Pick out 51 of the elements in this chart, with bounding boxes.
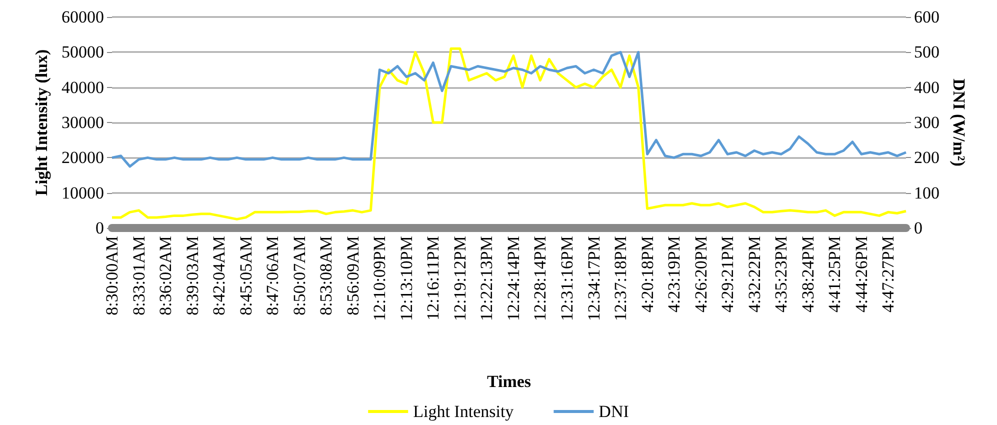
y-tick-label: 10000	[62, 183, 104, 202]
y2-tick-label: 300	[914, 113, 940, 132]
y2-tick-label: 600	[914, 8, 940, 26]
x-tick-label: 12:31:16PM	[557, 236, 576, 322]
x-tick-label: 12:13:10PM	[396, 236, 416, 322]
x-axis-title: Times	[486, 372, 532, 391]
x-tick-label: 8:33:01AM	[129, 236, 148, 316]
y2-tick-label: 200	[914, 148, 940, 168]
x-tick-label: 8:45:05AM	[236, 236, 256, 316]
x-tick-label: 8:30:00AM	[102, 236, 122, 316]
x-tick-label: 4:23:19PM	[664, 236, 684, 313]
x-tick-label: 8:47:06AM	[263, 236, 282, 316]
x-tick-label: 8:42:04AM	[210, 236, 229, 316]
x-tick-label: 12:19:12PM	[450, 236, 470, 322]
x-tick-label: 12:34:17PM	[584, 236, 604, 322]
line-series	[110, 50, 908, 168]
x-tick-label: 4:29:21PM	[718, 236, 738, 313]
x-tick-label: 4:32:22PM	[744, 236, 764, 313]
x-tick-label: 8:36:02AM	[156, 236, 176, 316]
x-tick-label: 12:16:11PM	[424, 236, 443, 320]
x-tick-label: 12:10:09PM	[370, 236, 390, 322]
y2-tick-label: 0	[914, 218, 922, 238]
y2-tick-label: 100	[914, 183, 940, 202]
x-tick-label: 4:44:26PM	[852, 236, 871, 313]
y-tick-label: 50000	[62, 42, 104, 62]
x-tick-label: 8:50:07AM	[290, 236, 309, 316]
x-tick-label: 4:38:24PM	[798, 236, 818, 313]
line-series	[110, 47, 908, 220]
x-tick-label: 12:24:14PM	[504, 236, 523, 322]
x-tick-label: 12:37:18PM	[611, 236, 630, 322]
x-tick-label: 4:20:18PM	[638, 236, 657, 313]
y-tick-label: 30000	[62, 113, 104, 132]
y-tick-label: 60000	[62, 8, 104, 26]
legend-label: DNI	[598, 402, 630, 421]
x-tick-label: 12:28:14PM	[530, 236, 550, 322]
x-tick-label: 8:39:03AM	[182, 236, 202, 316]
y2-axis-title: DNI (W/m²)	[949, 78, 968, 166]
x-tick-label: 4:41:25PM	[825, 236, 844, 313]
x-tick-label: 4:47:27PM	[878, 236, 898, 313]
legend-label: Light Intensity	[413, 402, 514, 421]
y-tick-label: 20000	[62, 148, 104, 168]
y-tick-label: 0	[96, 218, 104, 238]
y2-tick-label: 400	[914, 78, 940, 97]
x-tick-label: 4:26:20PM	[691, 236, 710, 313]
x-tick-label: 8:56:09AM	[343, 236, 362, 316]
x-tick-label: 12:22:13PM	[477, 236, 496, 322]
x-tick-label: 8:53:08AM	[316, 236, 336, 316]
x-tick-label: 4:35:23PM	[772, 236, 791, 313]
y-axis-title: Light Intensity (lux)	[32, 49, 51, 196]
y2-tick-label: 500	[914, 42, 940, 62]
y-tick-label: 40000	[62, 78, 104, 97]
